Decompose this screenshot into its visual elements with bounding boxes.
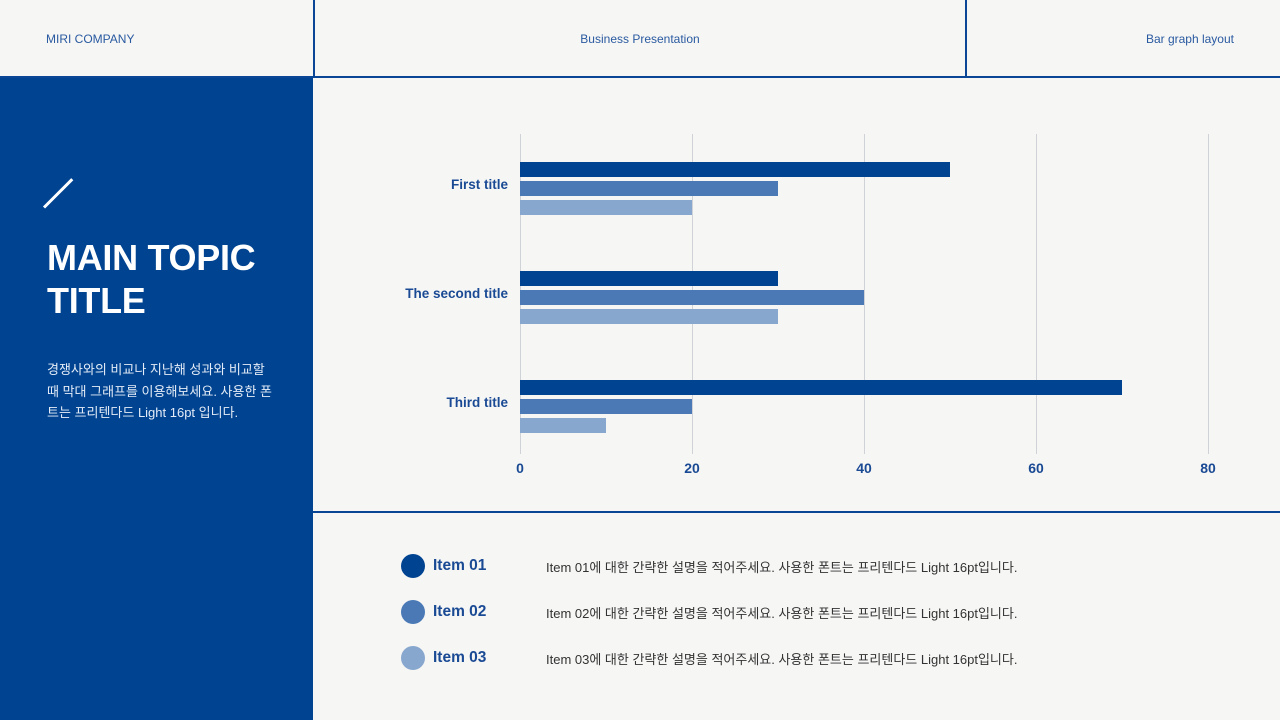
section-divider bbox=[313, 511, 1280, 513]
legend-item-description: Item 02에 대한 간략한 설명을 적어주세요. 사용한 폰트는 프리텐다드… bbox=[546, 605, 1018, 621]
bar-item-03 bbox=[520, 309, 778, 324]
x-axis-tick-label: 0 bbox=[516, 460, 524, 476]
gridline bbox=[1208, 134, 1209, 454]
x-axis-tick-label: 80 bbox=[1200, 460, 1216, 476]
presentation-title: Business Presentation bbox=[313, 0, 967, 78]
gridline bbox=[864, 134, 865, 454]
x-axis-tick-label: 60 bbox=[1028, 460, 1044, 476]
slash-decoration-icon bbox=[42, 178, 74, 209]
sidebar-panel: MAIN TOPIC TITLE 경쟁사와의 비교나 지난해 성과와 비교할 때… bbox=[0, 78, 313, 720]
legend-item: Item 03 Item 03에 대한 간략한 설명을 적어주세요. 사용한 폰… bbox=[401, 645, 1017, 671]
category-label: Third title bbox=[446, 395, 509, 410]
legend-item: Item 01 Item 01에 대한 간략한 설명을 적어주세요. 사용한 폰… bbox=[401, 553, 1017, 579]
sidebar-description: 경쟁사와의 비교나 지난해 성과와 비교할 때 막대 그래프를 이용해보세요. … bbox=[47, 362, 272, 420]
category-label: First title bbox=[450, 177, 508, 192]
x-axis-tick-label: 40 bbox=[856, 460, 872, 476]
circle-marker-icon bbox=[401, 646, 425, 670]
legend-item-name: Item 02 bbox=[433, 603, 487, 620]
title-line-2: TITLE bbox=[47, 280, 146, 321]
legend-item: Item 02 Item 02에 대한 간략한 설명을 적어주세요. 사용한 폰… bbox=[401, 599, 1017, 625]
legend-item-name: Item 01 bbox=[433, 557, 487, 574]
circle-marker-icon bbox=[401, 554, 425, 578]
title-line-1: MAIN TOPIC bbox=[47, 237, 256, 278]
bar-chart: 0 20 40 60 80 First title The second title Thir… bbox=[313, 80, 1280, 512]
gridline bbox=[1036, 134, 1037, 454]
legend-item-description: Item 03에 대한 간략한 설명을 적어주세요. 사용한 폰트는 프리텐다드… bbox=[546, 651, 1018, 667]
bar-item-02 bbox=[520, 181, 778, 196]
header-bar: MIRI COMPANY Business Presentation Bar g… bbox=[0, 0, 1280, 78]
legend-list: Item 01 Item 01에 대한 간략한 설명을 적어주세요. 사용한 폰… bbox=[313, 513, 1280, 720]
bar-item-02 bbox=[520, 290, 864, 305]
legend-item-name: Item 03 bbox=[433, 649, 487, 666]
bar-item-01 bbox=[520, 162, 950, 177]
bar-item-03 bbox=[520, 418, 606, 433]
legend-item-description: Item 01에 대한 간략한 설명을 적어주세요. 사용한 폰트는 프리텐다드… bbox=[546, 559, 1018, 575]
company-name: MIRI COMPANY bbox=[46, 32, 135, 46]
layout-name: Bar graph layout bbox=[1145, 32, 1234, 46]
category-label: The second title bbox=[405, 286, 508, 301]
bar-item-01 bbox=[520, 271, 778, 286]
bar-item-03 bbox=[520, 200, 692, 215]
bar-item-02 bbox=[520, 399, 692, 414]
circle-marker-icon bbox=[401, 600, 425, 624]
x-axis-tick-label: 20 bbox=[684, 460, 700, 476]
main-topic-title: MAIN TOPIC TITLE bbox=[47, 236, 297, 322]
bar-item-01 bbox=[520, 380, 1122, 395]
